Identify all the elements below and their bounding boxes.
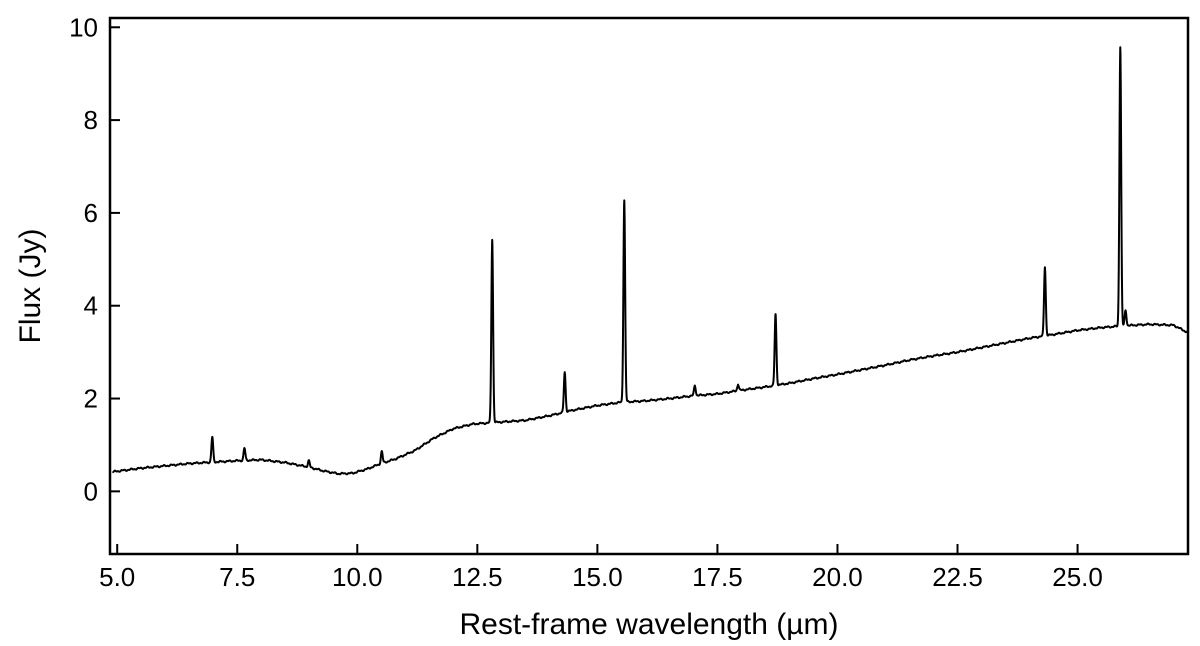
x-tick-label: 25.0 xyxy=(1052,562,1103,592)
x-tick-label: 15.0 xyxy=(572,562,623,592)
y-axis-title: Flux (Jy) xyxy=(14,229,47,344)
x-tick-label: 22.5 xyxy=(932,562,983,592)
y-tick-label: 2 xyxy=(84,384,98,414)
y-tick-label: 4 xyxy=(84,291,98,321)
spectrum-line xyxy=(111,46,1189,476)
x-axis: 5.0 7.5 10.0 12.5 15.0 17.5 20.0 22.5 25.0 xyxy=(99,544,1103,592)
y-tick-label: 0 xyxy=(84,476,98,506)
x-tick-label: 10.0 xyxy=(332,562,383,592)
x-tick-label: 12.5 xyxy=(452,562,503,592)
x-tick-label: 17.5 xyxy=(692,562,743,592)
x-tick-label: 20.0 xyxy=(812,562,863,592)
y-tick-label: 6 xyxy=(84,198,98,228)
plot-area xyxy=(111,46,1189,476)
plot-frame xyxy=(108,16,1190,556)
x-tick-label: 7.5 xyxy=(219,562,255,592)
y-tick-label: 8 xyxy=(84,105,98,135)
y-tick-label: 10 xyxy=(69,12,98,42)
y-axis: 0 2 4 6 8 10 xyxy=(69,12,120,506)
x-axis-title: Rest-frame wavelength (µm) xyxy=(459,608,838,641)
x-tick-label: 5.0 xyxy=(99,562,135,592)
